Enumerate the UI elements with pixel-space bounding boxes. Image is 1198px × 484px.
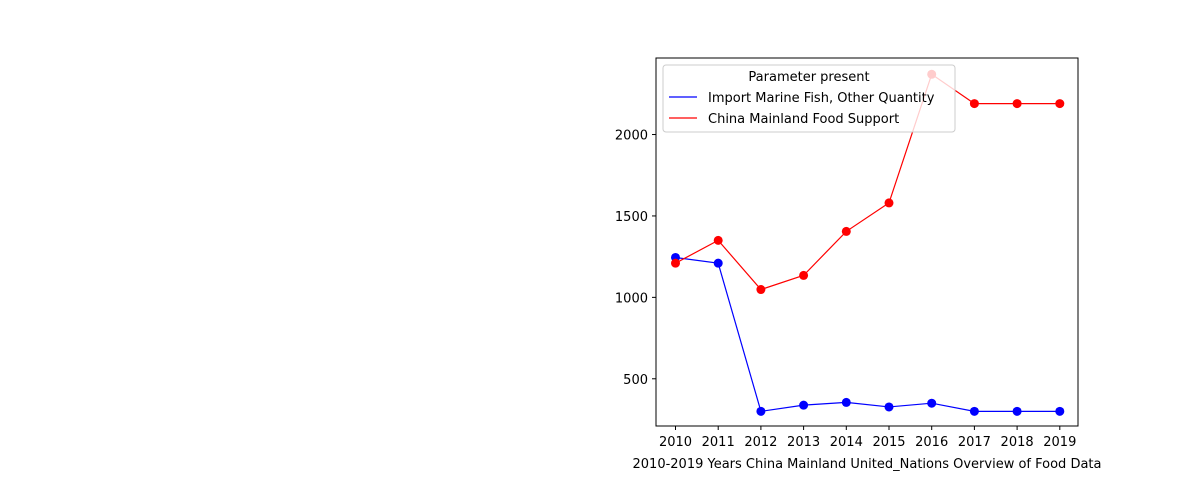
series-layer bbox=[671, 69, 1065, 416]
series-2-point-2014 bbox=[841, 226, 851, 236]
series-2-point-2013 bbox=[799, 270, 809, 280]
legend-entries: Import Marine Fish, Other Quantity China … bbox=[669, 91, 935, 127]
series-1-point-2014 bbox=[841, 397, 851, 407]
x-tick-label-2011: 2011 bbox=[702, 435, 735, 450]
series-2-point-2017 bbox=[969, 99, 979, 109]
series-1-point-2013 bbox=[799, 400, 809, 410]
y-tick-label-1500: 1500 bbox=[615, 210, 648, 225]
legend-title: Parameter present bbox=[748, 70, 869, 85]
y-tick-label-500: 500 bbox=[623, 373, 648, 388]
plot-frame bbox=[655, 57, 1079, 427]
series-2-line bbox=[675, 73, 1060, 291]
series-2-point-2015 bbox=[884, 198, 894, 208]
series-2-point-2018 bbox=[1012, 99, 1022, 109]
series-2-point-2011 bbox=[713, 235, 723, 245]
series-1-point-2015 bbox=[884, 402, 894, 412]
x-axis-title: 2010-2019 Years China Mainland United_Na… bbox=[633, 457, 1102, 472]
series-1-point-2018 bbox=[1012, 406, 1022, 416]
y-tick-label-1000: 1000 bbox=[615, 291, 648, 306]
legend-label-2: China Mainland Food Support bbox=[708, 112, 899, 127]
series-1-point-2012 bbox=[756, 406, 766, 416]
legend-label-1: Import Marine Fish, Other Quantity bbox=[708, 91, 935, 106]
x-axis: 2010 2011 2012 2013 2014 2015 2016 2017 2018 2019 bbox=[659, 426, 1076, 450]
series-1-point-2011 bbox=[713, 258, 723, 268]
x-tick-label-2017: 2017 bbox=[958, 435, 991, 450]
x-tick-label-2013: 2013 bbox=[787, 435, 820, 450]
series-1-point-2016 bbox=[927, 398, 937, 408]
y-tick-label-2000: 2000 bbox=[615, 129, 648, 144]
y-axis: 500 1000 1500 2000 bbox=[615, 129, 656, 388]
series-2-point-2012 bbox=[756, 285, 766, 295]
series-1-line bbox=[675, 256, 1060, 413]
x-tick-label-2012: 2012 bbox=[744, 435, 777, 450]
x-tick-label-2016: 2016 bbox=[915, 435, 948, 450]
series-2-point-2010 bbox=[671, 258, 680, 268]
x-tick-label-2018: 2018 bbox=[1001, 435, 1034, 450]
series-1-point-2017 bbox=[969, 406, 979, 416]
x-tick-label-2014: 2014 bbox=[830, 435, 863, 450]
legend: Parameter present Import Marine Fish, Ot… bbox=[662, 64, 956, 133]
x-tick-label-2019: 2019 bbox=[1043, 435, 1076, 450]
x-tick-label-2015: 2015 bbox=[872, 435, 905, 450]
x-tick-label-2010: 2010 bbox=[659, 435, 692, 450]
series-2-point-2019 bbox=[1055, 99, 1065, 109]
series-2 bbox=[671, 69, 1065, 295]
series-1-point-2019 bbox=[1055, 406, 1065, 416]
legend-box bbox=[662, 64, 956, 133]
